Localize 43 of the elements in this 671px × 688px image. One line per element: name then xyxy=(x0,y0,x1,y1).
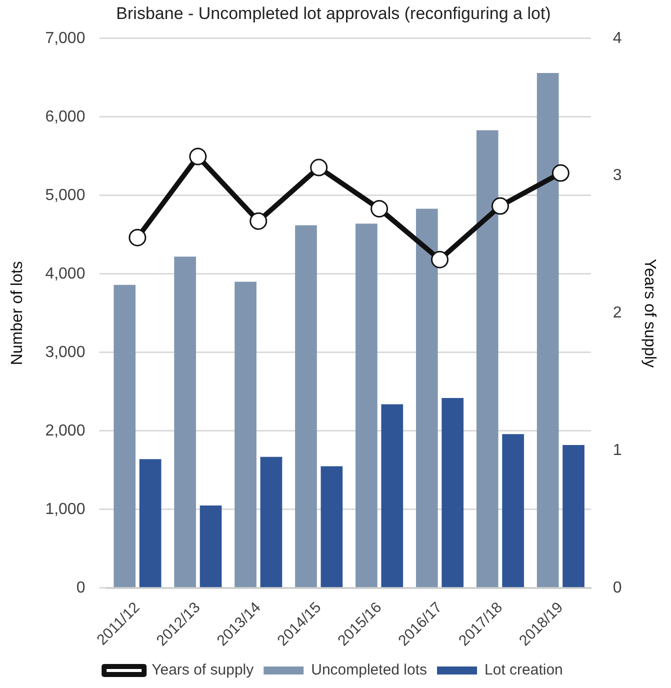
point xyxy=(552,164,570,182)
y-tick-label: 2,000 xyxy=(45,422,86,440)
bar xyxy=(234,282,256,588)
bar xyxy=(260,456,282,588)
bar xyxy=(139,459,162,588)
y-tick-label: 5,000 xyxy=(45,186,86,204)
legend-label: Lot creation xyxy=(484,662,563,679)
y-tick-label: 4,000 xyxy=(45,265,86,282)
bar xyxy=(174,256,196,588)
bar xyxy=(356,224,378,588)
point xyxy=(431,250,449,268)
bar xyxy=(562,445,584,588)
legend-label: Years of supply xyxy=(152,662,254,679)
y2-tick-label: 0 xyxy=(612,579,622,596)
y-tick-label: 3,000 xyxy=(45,344,86,361)
y-tick-label: 1,000 xyxy=(45,500,86,518)
chart-title: Brisbane - Uncompleted lot approvals (reconfiguring a lot) xyxy=(116,4,551,23)
bar xyxy=(114,284,136,588)
y2-tick-label: 3 xyxy=(612,167,622,184)
bar xyxy=(295,225,317,588)
y2-tick-label: 1 xyxy=(612,442,622,459)
bar xyxy=(416,208,438,588)
y-axis-title: Number of lots xyxy=(9,261,26,366)
y2-axis-title: Years of supply xyxy=(640,258,658,368)
point xyxy=(310,158,328,176)
bar xyxy=(381,404,404,588)
bar xyxy=(200,506,222,588)
y2-tick-label: 2 xyxy=(612,304,622,322)
bar xyxy=(536,72,559,588)
bar xyxy=(502,434,524,588)
point xyxy=(189,148,207,166)
y-tick-label: 7,000 xyxy=(45,30,86,47)
y-tick-label: 0 xyxy=(76,579,86,596)
point xyxy=(370,200,388,218)
point xyxy=(250,212,268,230)
y2-tick-label: 4 xyxy=(612,30,622,47)
point xyxy=(128,228,146,246)
point xyxy=(491,197,509,215)
bar xyxy=(320,466,343,588)
legend-label: Uncompleted lots xyxy=(311,662,428,679)
bar xyxy=(442,398,464,588)
y-tick-label: 6,000 xyxy=(45,108,86,126)
bar xyxy=(476,130,498,588)
